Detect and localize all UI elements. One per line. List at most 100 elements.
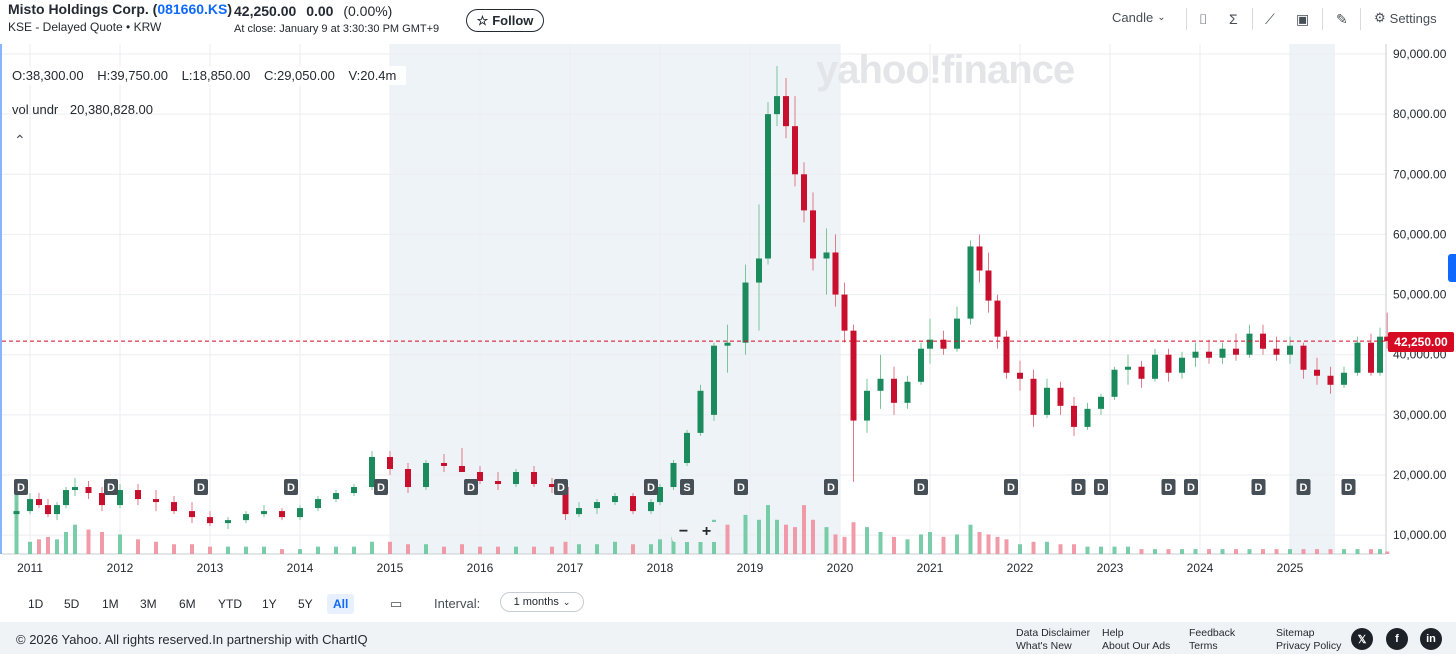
volume-bar [1045, 541, 1049, 554]
candle-body [994, 300, 1001, 337]
volume-bar [1193, 549, 1198, 554]
range-button-ytd[interactable]: YTD [218, 597, 242, 611]
side-panel-tab[interactable] [1448, 254, 1456, 282]
candle-body [495, 481, 501, 485]
range-button-1d[interactable]: 1D [28, 597, 44, 611]
zoom-in-button[interactable]: + [701, 523, 712, 540]
calendar-icon[interactable]: ▭ [390, 596, 403, 611]
calendar-icon[interactable]: ▣ [1296, 11, 1310, 27]
x-tick-label: 2011 [17, 561, 43, 575]
exchange-subtitle: KSE - Delayed Quote • KRW [8, 20, 162, 34]
range-button-3m[interactable]: 3M [140, 597, 157, 611]
toolbar-divider [1186, 8, 1187, 30]
candle-body [927, 339, 933, 349]
zoom-out-button[interactable]: − [678, 523, 689, 540]
footer-link[interactable]: Terms [1189, 640, 1218, 652]
volume-bar [478, 546, 482, 554]
y-tick-label: 30,000.00 [1393, 408, 1447, 422]
candle-body [810, 210, 816, 259]
y-tick-label: 80,000.00 [1393, 107, 1447, 121]
volume-bar [1018, 544, 1022, 554]
volume-bar [1328, 549, 1333, 554]
footer: © 2026 Yahoo. All rights reserved.In par… [0, 622, 1456, 654]
candle-body [369, 456, 375, 488]
candle-body [297, 508, 303, 518]
candle-body [135, 490, 141, 500]
candle-body [54, 505, 60, 515]
footer-link-column: Feedback Terms [1189, 627, 1235, 653]
volume-bar [865, 527, 869, 554]
candle-body [1125, 366, 1131, 370]
event-marker [1004, 479, 1018, 495]
volume-bar [28, 541, 32, 554]
volume-bar [1139, 549, 1144, 554]
candle-body [657, 487, 663, 503]
indicators-icon[interactable]: Σ [1229, 11, 1238, 27]
linkedin-icon[interactable]: in [1420, 628, 1442, 650]
candle-body [423, 462, 429, 488]
compare-icon[interactable]: ⌷ [1199, 11, 1208, 27]
footer-link[interactable]: Feedback [1189, 627, 1236, 639]
candlestick-chart[interactable]: 10,000.0020,000.0030,000.0040,000.0050,0… [0, 44, 1456, 586]
range-button-all[interactable]: All [327, 594, 355, 614]
chart-type-dropdown[interactable]: Candle ⌄ [1112, 10, 1166, 25]
volume-bar [1180, 549, 1184, 554]
volume-bar [1207, 549, 1211, 554]
candle-body [724, 342, 731, 346]
volume-bar [532, 546, 536, 554]
event-label: D [917, 482, 925, 494]
symbol-link[interactable]: 081660.KS [157, 1, 228, 17]
candle-body [531, 471, 537, 485]
footer-link[interactable]: What's New [1016, 640, 1072, 652]
candle-body [1368, 342, 1374, 373]
shaded-region [1290, 44, 1335, 554]
copyright-text: © 2026 Yahoo. All rights reserved.In par… [16, 632, 368, 647]
footer-link[interactable]: About Our Ads [1102, 640, 1171, 652]
x-icon[interactable]: 𝕏 [1351, 628, 1373, 650]
candle-body [549, 484, 555, 488]
x-tick-label: 2019 [737, 561, 764, 575]
draw-icon[interactable]: ✎ [1336, 11, 1348, 27]
range-button-1y[interactable]: 1Y [262, 597, 277, 611]
volume-bar [775, 519, 779, 554]
chevron-up-icon[interactable]: ⌃ [14, 132, 26, 148]
event-label: D [197, 482, 205, 494]
volume-bar [842, 536, 847, 554]
event-label: D [1165, 482, 1173, 494]
volume-bar [1288, 549, 1292, 554]
footer-link[interactable]: Data Disclaimer [1016, 627, 1091, 639]
chart-area[interactable]: 10,000.00 20,000.00 30,000.00 40,000.00 50,0… [0, 44, 1456, 586]
candle-body [1341, 372, 1347, 385]
candle-body [954, 318, 960, 349]
volume-bar [595, 544, 599, 554]
settings-label: Settings [1389, 10, 1437, 26]
events-icon[interactable]: ⟋ [1265, 11, 1275, 27]
footer-link[interactable]: Privacy Policy [1276, 640, 1342, 652]
star-icon: ☆ [476, 12, 489, 28]
candle-body [1246, 333, 1253, 355]
settings-button[interactable]: ⚙ Settings [1374, 10, 1437, 26]
event-label: D [1300, 482, 1308, 494]
interval-select[interactable]: 1 months ⌄ [500, 592, 584, 612]
volume-bar [334, 546, 338, 554]
event-marker [914, 479, 928, 495]
range-button-1m[interactable]: 1M [102, 597, 119, 611]
volume-bar [1342, 549, 1346, 554]
footer-link[interactable]: Sitemap [1276, 627, 1315, 639]
range-button-5y[interactable]: 5Y [298, 597, 313, 611]
volume-bar [262, 546, 266, 554]
at-close-time: At close: January 9 at 3:30:30 PM GMT+9 [234, 23, 440, 35]
range-button-6m[interactable]: 6M [179, 597, 196, 611]
candle-body [36, 499, 42, 506]
follow-button[interactable]: ☆ Follow [466, 9, 544, 32]
candle-body [27, 499, 33, 512]
facebook-icon[interactable]: f [1386, 628, 1408, 650]
footer-link[interactable]: Help [1102, 627, 1124, 639]
candle-body [576, 508, 582, 515]
volume-bar [793, 527, 797, 554]
event-label: D [1345, 482, 1353, 494]
event-label: S [683, 482, 690, 494]
candle-body [801, 174, 807, 211]
range-button-5d[interactable]: 5D [64, 597, 80, 611]
volume-bar [671, 536, 676, 554]
